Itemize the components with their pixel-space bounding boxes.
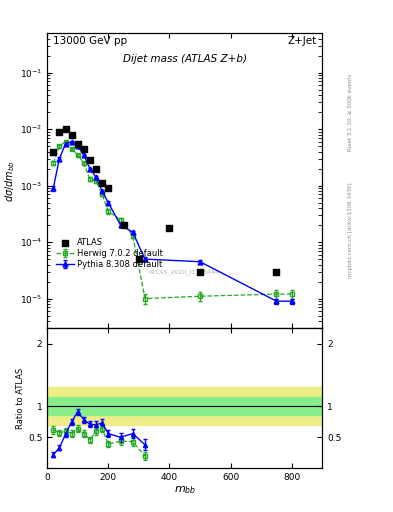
Y-axis label: $d\sigma/dm_{bb}$: $d\sigma/dm_{bb}$ [3,160,17,202]
Text: Z+Jet: Z+Jet [288,36,317,46]
Legend: ATLAS, Herwig 7.0.2 default, Pythia 8.308 default: ATLAS, Herwig 7.0.2 default, Pythia 8.30… [54,237,165,271]
ATLAS [68,131,75,139]
Text: mcplots.cern.ch [arXiv:1306.3436]: mcplots.cern.ch [arXiv:1306.3436] [348,183,353,278]
ATLAS [136,255,142,263]
ATLAS [120,221,127,229]
X-axis label: $m_{bb}$: $m_{bb}$ [174,484,196,496]
ATLAS [93,164,99,173]
Text: Rivet 3.1.10; ≥ 500k events: Rivet 3.1.10; ≥ 500k events [348,74,353,151]
ATLAS [166,224,173,232]
Y-axis label: Ratio to ATLAS: Ratio to ATLAS [16,368,25,429]
Text: Dijet mass (ATLAS Z+b): Dijet mass (ATLAS Z+b) [123,54,247,64]
ATLAS [99,179,105,187]
ATLAS [75,140,81,148]
ATLAS [197,268,203,276]
ATLAS [87,156,93,164]
ATLAS [62,125,69,133]
ATLAS [56,127,62,136]
ATLAS [105,184,112,193]
ATLAS [273,268,279,276]
ATLAS [50,147,57,156]
Text: ATLAS_2020_I1788444: ATLAS_2020_I1788444 [149,269,220,275]
ATLAS [81,145,87,153]
Text: 13000 GeV pp: 13000 GeV pp [53,36,127,46]
